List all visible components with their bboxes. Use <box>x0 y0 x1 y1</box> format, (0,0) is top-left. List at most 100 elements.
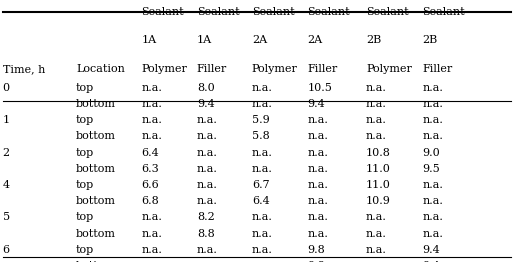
Text: n.a.: n.a. <box>366 131 387 141</box>
Text: top: top <box>76 180 95 190</box>
Text: Polymer: Polymer <box>141 64 187 74</box>
Text: 9.4: 9.4 <box>197 99 215 109</box>
Text: n.a.: n.a. <box>197 196 218 206</box>
Text: 10.8: 10.8 <box>366 148 391 157</box>
Text: n.a.: n.a. <box>197 245 218 255</box>
Text: 9.4: 9.4 <box>307 99 325 109</box>
Text: 9.4: 9.4 <box>423 245 440 255</box>
Text: top: top <box>76 212 95 222</box>
Text: 11.0: 11.0 <box>366 164 391 174</box>
Text: 9.8: 9.8 <box>307 261 325 262</box>
Text: Filler: Filler <box>423 64 453 74</box>
Text: 2B: 2B <box>423 35 438 45</box>
Text: n.a.: n.a. <box>252 99 273 109</box>
Text: 6.4: 6.4 <box>141 148 159 157</box>
Text: n.a.: n.a. <box>252 148 273 157</box>
Text: top: top <box>76 115 95 125</box>
Text: 10.5: 10.5 <box>307 83 332 92</box>
Text: 6: 6 <box>3 245 10 255</box>
Text: n.a.: n.a. <box>366 115 387 125</box>
Text: n.a.: n.a. <box>307 115 328 125</box>
Text: n.a.: n.a. <box>141 99 162 109</box>
Text: 4: 4 <box>3 180 10 190</box>
Text: Sealant: Sealant <box>423 7 465 17</box>
Text: bottom: bottom <box>76 164 116 174</box>
Text: 8.2: 8.2 <box>197 212 215 222</box>
Text: Sealant: Sealant <box>141 7 184 17</box>
Text: top: top <box>76 245 95 255</box>
Text: 9.5: 9.5 <box>423 164 440 174</box>
Text: n.a.: n.a. <box>366 229 387 239</box>
Text: 5.8: 5.8 <box>252 131 270 141</box>
Text: Filler: Filler <box>197 64 227 74</box>
Text: Filler: Filler <box>307 64 338 74</box>
Text: Sealant: Sealant <box>197 7 240 17</box>
Text: n.a.: n.a. <box>197 164 218 174</box>
Text: Sealant: Sealant <box>366 7 409 17</box>
Text: n.a.: n.a. <box>307 180 328 190</box>
Text: 9.8: 9.8 <box>307 245 325 255</box>
Text: 2B: 2B <box>366 35 381 45</box>
Text: n.a.: n.a. <box>423 180 444 190</box>
Text: 10.9: 10.9 <box>366 196 391 206</box>
Text: n.a.: n.a. <box>252 212 273 222</box>
Text: bottom: bottom <box>76 99 116 109</box>
Text: n.a.: n.a. <box>141 245 162 255</box>
Text: n.a.: n.a. <box>197 180 218 190</box>
Text: 1A: 1A <box>197 35 212 45</box>
Text: n.a.: n.a. <box>197 148 218 157</box>
Text: bottom: bottom <box>76 229 116 239</box>
Text: Polymer: Polymer <box>252 64 298 74</box>
Text: 2: 2 <box>3 148 10 157</box>
Text: Sealant: Sealant <box>252 7 295 17</box>
Text: n.a.: n.a. <box>423 229 444 239</box>
Text: Location: Location <box>76 64 125 74</box>
Text: 6.6: 6.6 <box>141 180 159 190</box>
Text: n.a.: n.a. <box>423 212 444 222</box>
Text: 2A: 2A <box>307 35 322 45</box>
Text: n.a.: n.a. <box>252 164 273 174</box>
Text: n.a.: n.a. <box>141 229 162 239</box>
Text: 2A: 2A <box>252 35 267 45</box>
Text: 5: 5 <box>3 212 10 222</box>
Text: n.a.: n.a. <box>141 212 162 222</box>
Text: 6.3: 6.3 <box>141 164 159 174</box>
Text: Sealant: Sealant <box>307 7 350 17</box>
Text: n.a.: n.a. <box>252 261 273 262</box>
Text: bottom: bottom <box>76 261 116 262</box>
Text: n.a.: n.a. <box>307 131 328 141</box>
Text: n.a.: n.a. <box>141 83 162 92</box>
Text: n.a.: n.a. <box>366 261 387 262</box>
Text: n.a.: n.a. <box>423 99 444 109</box>
Text: n.a.: n.a. <box>366 83 387 92</box>
Text: n.a.: n.a. <box>423 115 444 125</box>
Text: 1: 1 <box>3 115 10 125</box>
Text: Time, h: Time, h <box>3 64 45 74</box>
Text: n.a.: n.a. <box>307 196 328 206</box>
Text: 0: 0 <box>3 83 10 92</box>
Text: n.a.: n.a. <box>252 83 273 92</box>
Text: n.a.: n.a. <box>366 245 387 255</box>
Text: 8.8: 8.8 <box>197 229 215 239</box>
Text: 1A: 1A <box>141 35 156 45</box>
Text: n.a.: n.a. <box>197 261 218 262</box>
Text: n.a.: n.a. <box>307 229 328 239</box>
Text: 6.4: 6.4 <box>252 196 270 206</box>
Text: bottom: bottom <box>76 196 116 206</box>
Text: n.a.: n.a. <box>423 196 444 206</box>
Text: n.a.: n.a. <box>307 164 328 174</box>
Text: bottom: bottom <box>76 131 116 141</box>
Text: 6.7: 6.7 <box>252 180 269 190</box>
Text: 9.0: 9.0 <box>423 148 440 157</box>
Text: top: top <box>76 148 95 157</box>
Text: top: top <box>76 83 95 92</box>
Text: n.a.: n.a. <box>307 148 328 157</box>
Text: n.a.: n.a. <box>423 131 444 141</box>
Text: n.a.: n.a. <box>307 212 328 222</box>
Text: n.a.: n.a. <box>141 115 162 125</box>
Text: Polymer: Polymer <box>366 64 412 74</box>
Text: 8.0: 8.0 <box>197 83 215 92</box>
Text: n.a.: n.a. <box>141 131 162 141</box>
Text: n.a.: n.a. <box>197 131 218 141</box>
Text: n.a.: n.a. <box>252 245 273 255</box>
